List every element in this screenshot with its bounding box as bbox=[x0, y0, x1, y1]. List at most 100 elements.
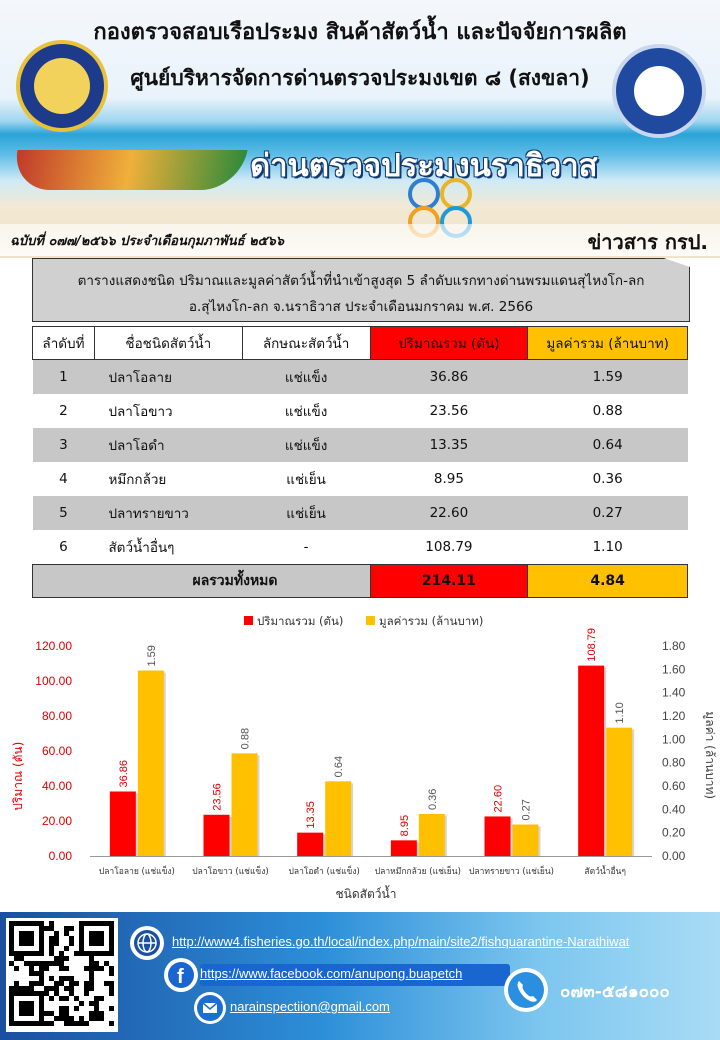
row-quantity: 108.79 bbox=[370, 530, 528, 565]
header-quantity: ปริมาณรวม (ตัน) bbox=[369, 326, 529, 360]
bar-quantity bbox=[109, 791, 136, 856]
y-tick-label: 40.00 bbox=[42, 779, 72, 793]
category-label: ปลาโอลาย (แช่แข็ง) bbox=[99, 865, 175, 877]
caption-line1: ตารางแสดงชนิด ปริมาณและมูลค่าสัตว์น้ำที่… bbox=[77, 273, 645, 289]
y-axis-label: ปริมาณ (ตัน) bbox=[11, 742, 25, 811]
fishery-inspection-logo bbox=[612, 44, 706, 138]
y2-tick-label: 1.20 bbox=[662, 709, 686, 723]
row-value: 0.36 bbox=[527, 462, 688, 496]
data-label-quantity: 22.60 bbox=[493, 785, 505, 813]
row-type: - bbox=[242, 530, 371, 565]
bar-value bbox=[231, 753, 258, 856]
row-quantity: 8.95 bbox=[370, 462, 528, 496]
row-name: สัตว์น้ำอื่นๆ bbox=[94, 530, 243, 565]
table-row: 5 ปลาทรายขาว แช่เย็น 22.60 0.27 bbox=[32, 496, 688, 530]
row-quantity: 36.86 bbox=[370, 359, 528, 394]
table-row: 4 หมึกกล้วย แช่เย็น 8.95 0.36 bbox=[32, 462, 688, 496]
globe-icon bbox=[130, 926, 164, 960]
bar-value bbox=[137, 670, 164, 856]
row-type: แช่เย็น bbox=[242, 496, 371, 530]
bar-value bbox=[606, 727, 633, 856]
boat-illustration bbox=[10, 150, 248, 190]
legend-swatch-quantity bbox=[244, 616, 253, 625]
y-tick-label: 60.00 bbox=[42, 744, 72, 758]
y2-tick-label: 0.80 bbox=[662, 756, 686, 770]
row-value: 1.10 bbox=[527, 530, 688, 565]
row-no: 4 bbox=[32, 462, 95, 496]
y-tick-label: 0.00 bbox=[49, 849, 73, 863]
total-row: ผลรวมทั้งหมด 214.11 4.84 bbox=[32, 564, 688, 598]
total-label: ผลรวมทั้งหมด bbox=[32, 564, 371, 598]
data-label-quantity: 36.86 bbox=[118, 760, 130, 788]
qr-code[interactable] bbox=[6, 918, 118, 1032]
bar-quantity bbox=[578, 665, 605, 856]
header-name: ชื่อชนิดสัตว์น้ำ bbox=[93, 326, 243, 360]
row-name: ปลาทรายขาว bbox=[94, 496, 243, 530]
svg-text:f: f bbox=[177, 966, 184, 988]
row-value: 0.88 bbox=[527, 394, 688, 428]
x-axis-label: ชนิดสัตว์น้ำ bbox=[336, 885, 397, 901]
y2-tick-label: 0.00 bbox=[662, 849, 686, 863]
row-name: ปลาโอดำ bbox=[94, 428, 243, 462]
row-name: ปลาโอลาย bbox=[94, 359, 243, 394]
data-label-quantity: 13.35 bbox=[305, 801, 317, 829]
import-chart: 0.00 20.00 40.00 60.00 80.00 100.00 120.00 0.00… bbox=[0, 604, 720, 908]
y-tick-label: 80.00 bbox=[42, 709, 72, 723]
row-quantity: 22.60 bbox=[370, 496, 528, 530]
row-no: 1 bbox=[32, 359, 95, 394]
data-label-value: 1.10 bbox=[614, 702, 626, 723]
header-title-line1: กองตรวจสอบเรือประมง สินค้าสัตว์น้ำ และปั… bbox=[93, 20, 627, 45]
newsletter-name: ข่าวสาร กรป. bbox=[587, 230, 708, 254]
y2-tick-label: 0.60 bbox=[662, 779, 686, 793]
y2-tick-label: 0.40 bbox=[662, 802, 686, 816]
phone-number: ๐๗๓-๕๘๑๐๐๐ bbox=[560, 982, 670, 1002]
email-icon bbox=[194, 992, 226, 1024]
total-quantity: 214.11 bbox=[369, 564, 529, 598]
y2-tick-label: 1.00 bbox=[662, 732, 686, 746]
email-link[interactable]: narainspectiion@gmail.com bbox=[230, 999, 390, 1014]
table-row: 6 สัตว์น้ำอื่นๆ - 108.79 1.10 bbox=[32, 530, 688, 565]
category-label: ปลาหมึกกล้วย (แช่เย็น) bbox=[375, 865, 461, 877]
data-label-quantity: 23.56 bbox=[212, 783, 224, 811]
y2-tick-label: 1.80 bbox=[662, 639, 686, 653]
y-tick-label: 120.00 bbox=[35, 639, 72, 653]
row-type: แช่แข็ง bbox=[242, 394, 371, 428]
row-type: แช่เย็น bbox=[242, 462, 371, 496]
y2-tick-label: 1.60 bbox=[662, 662, 686, 676]
website-link[interactable]: http://www4.fisheries.go.th/local/index.… bbox=[172, 934, 630, 949]
data-label-value: 0.36 bbox=[427, 789, 439, 810]
import-table: ลำดับที่ ชื่อชนิดสัตว์น้ำ ลักษณะสัตว์น้ำ… bbox=[32, 326, 688, 598]
row-no: 6 bbox=[32, 530, 95, 565]
legend-swatch-value bbox=[366, 616, 375, 625]
row-name: ปลาโอขาว bbox=[94, 394, 243, 428]
data-label-value: 0.27 bbox=[521, 799, 533, 820]
caption-line2: อ.สุไหงโก-ลก จ.นราธิวาส ประจำเดือนมกราคม… bbox=[188, 299, 534, 315]
legend-label-value: มูลค่ารวม (ล้านบาท) bbox=[379, 614, 483, 628]
table-row: 3 ปลาโอดำ แช่แข็ง 13.35 0.64 bbox=[32, 428, 688, 462]
row-type: แช่แข็ง bbox=[242, 428, 371, 462]
y-tick-label: 100.00 bbox=[35, 674, 72, 688]
bar-quantity bbox=[203, 814, 230, 856]
issue-strip bbox=[0, 224, 720, 256]
table-row: 2 ปลาโอขาว แช่แข็ง 23.56 0.88 bbox=[32, 394, 688, 428]
row-no: 3 bbox=[32, 428, 95, 462]
data-label-quantity: 8.95 bbox=[399, 815, 411, 836]
bar-value bbox=[418, 814, 445, 856]
row-quantity: 13.35 bbox=[370, 428, 528, 462]
row-value: 0.27 bbox=[527, 496, 688, 530]
category-label: สัตว์น้ำอื่นๆ bbox=[584, 865, 626, 877]
contact-footer: http://www4.fisheries.go.th/local/index.… bbox=[0, 912, 720, 1040]
header-value: มูลค่ารวม (ล้านบาท) bbox=[527, 326, 688, 360]
row-quantity: 23.56 bbox=[370, 394, 528, 428]
department-of-fisheries-logo bbox=[16, 40, 108, 132]
issue-number: ฉบับที่ ๐๗๗/๒๕๖๖ ประจำเดือนกุมภาพันธ์ ๒๕… bbox=[10, 234, 284, 249]
y2-axis-label: มูลค่า (ล้านบาท) bbox=[702, 711, 717, 799]
bar-quantity bbox=[484, 816, 511, 856]
bar-value bbox=[325, 781, 352, 856]
table-caption: ตารางแสดงชนิด ปริมาณและมูลค่าสัตว์น้ำที่… bbox=[32, 258, 690, 322]
facebook-link[interactable]: https://www.facebook.com/anupong.buapetc… bbox=[200, 966, 463, 981]
header-main-title: ด่านตรวจประมงนราธิวาส bbox=[250, 148, 598, 184]
facebook-bar bbox=[200, 964, 510, 986]
chart-svg: 0.00 20.00 40.00 60.00 80.00 100.00 120.00 0.00… bbox=[11, 614, 717, 901]
row-value: 0.64 bbox=[527, 428, 688, 462]
